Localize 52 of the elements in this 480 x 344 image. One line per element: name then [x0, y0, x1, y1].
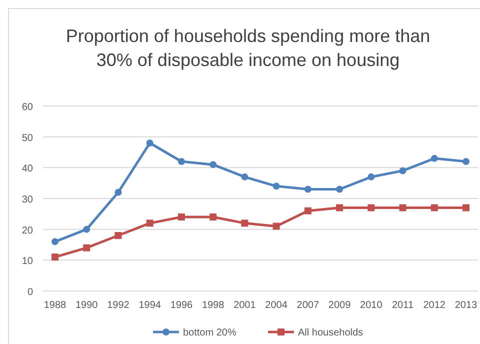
point [210, 161, 217, 168]
point [210, 214, 217, 220]
x-tick-label: 2011 [392, 300, 414, 311]
point [83, 226, 90, 233]
point [430, 154, 438, 162]
x-tick-label: 2007 [296, 300, 320, 311]
legend-label: bottom 20% [183, 328, 236, 338]
x-tick-label: 2001 [234, 300, 256, 311]
point [83, 244, 90, 252]
point [272, 222, 280, 230]
point [399, 204, 406, 212]
point [368, 173, 375, 180]
point [336, 186, 344, 193]
x-tick-label: 1992 [107, 300, 130, 311]
y-tick-label: 10 [22, 256, 34, 268]
y-tick-label: 30 [22, 194, 34, 206]
point [462, 204, 470, 212]
point [336, 204, 344, 212]
point [241, 173, 248, 180]
chart-title: Proportion of households spending more than 30% of disposable income on housing [66, 26, 430, 70]
point [368, 204, 375, 212]
point [178, 214, 185, 220]
x-tick-label: 2010 [360, 300, 383, 311]
point [304, 186, 312, 193]
y-tick-label: 20 [22, 225, 34, 236]
point [178, 158, 185, 165]
point [52, 254, 58, 261]
point [146, 220, 154, 227]
x-tick-label: 2013 [454, 300, 478, 311]
point [272, 182, 280, 190]
point [146, 140, 154, 146]
point [304, 207, 312, 214]
x-tick-label: 2004 [265, 300, 288, 311]
x-tick-label: 1994 [138, 300, 162, 311]
x-tick-label: 1990 [75, 300, 98, 311]
x-tick-label: 1996 [170, 300, 194, 311]
point [430, 204, 438, 212]
point [462, 158, 470, 165]
y-tick-label: 60 [22, 102, 34, 113]
point [241, 220, 248, 227]
legend-label: All households [298, 328, 364, 338]
y-tick-label: 50 [22, 132, 34, 144]
x-tick-label: 1998 [202, 300, 225, 311]
point [114, 188, 122, 196]
y-tick-label: 40 [22, 164, 34, 175]
y-tick-label: 0 [27, 287, 34, 298]
point [114, 232, 122, 239]
x-tick-label: 1988 [44, 300, 67, 311]
x-tick-label: 2012 [423, 300, 446, 311]
point [399, 167, 406, 174]
x-tick-label: 2009 [328, 300, 352, 311]
point [52, 238, 58, 246]
